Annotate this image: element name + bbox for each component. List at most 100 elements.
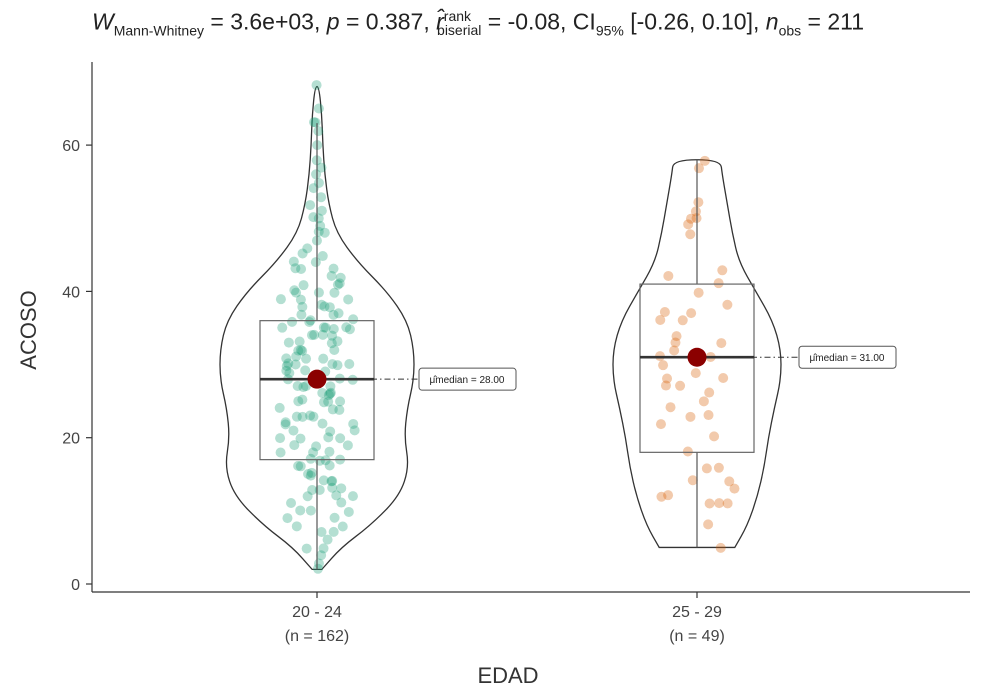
data-point (332, 279, 343, 290)
data-point (305, 505, 316, 516)
data-point (685, 411, 696, 422)
data-point (311, 169, 322, 180)
data-point (331, 490, 342, 501)
title-r-sub: biserial (437, 22, 482, 39)
data-point (683, 219, 694, 230)
data-point (301, 353, 312, 364)
data-point (297, 301, 308, 312)
data-point (297, 345, 308, 356)
data-point (316, 162, 327, 173)
data-point (295, 433, 306, 444)
data-point (329, 512, 340, 523)
median-label: μ̂median = 28.00 (430, 374, 505, 386)
data-point (319, 301, 330, 312)
data-point (671, 331, 682, 342)
data-point (318, 397, 329, 408)
data-point (328, 309, 339, 320)
data-point (305, 470, 316, 481)
data-point (281, 365, 292, 376)
data-point (313, 226, 324, 237)
data-point (286, 497, 297, 508)
y-tick-label: 0 (71, 577, 80, 594)
data-point (305, 410, 316, 421)
title-p-symbol: p (326, 8, 340, 35)
data-point (325, 381, 336, 392)
data-point (337, 521, 348, 532)
data-point (313, 177, 324, 188)
data-point (283, 337, 294, 348)
data-point (313, 213, 324, 224)
data-point (693, 287, 704, 298)
data-point (655, 314, 666, 325)
data-point (704, 387, 715, 398)
data-point (324, 302, 335, 313)
x-axis-label: EDAD (477, 663, 538, 688)
data-point (347, 491, 358, 502)
data-point (329, 344, 340, 355)
data-point (690, 368, 701, 379)
data-point (333, 308, 344, 319)
data-point (320, 322, 331, 333)
data-point (305, 453, 316, 464)
data-point (319, 227, 330, 238)
median-label-box (798, 345, 897, 369)
data-point (327, 482, 338, 493)
data-point (675, 380, 686, 391)
title-ci-sub: 95% (595, 22, 624, 39)
x-tick-n-label: (n = 49) (669, 628, 725, 645)
data-point (655, 419, 666, 430)
data-point (301, 381, 312, 392)
data-point (682, 446, 693, 457)
violin-outline (612, 159, 782, 549)
data-point (295, 294, 306, 305)
data-point (281, 360, 292, 371)
data-point (709, 431, 720, 442)
data-point (300, 365, 311, 376)
data-point (722, 299, 733, 310)
data-point (292, 380, 303, 391)
data-point (308, 447, 319, 458)
data-point (317, 418, 328, 429)
data-point (669, 345, 680, 356)
data-point (699, 155, 710, 166)
data-point (349, 425, 360, 436)
data-point (677, 315, 688, 326)
data-point (318, 353, 329, 364)
iqr-box (639, 283, 755, 453)
data-point (282, 513, 293, 524)
title-r-sup: rank (443, 8, 472, 24)
data-point (343, 506, 354, 517)
data-point (310, 117, 321, 128)
data-point (326, 338, 337, 349)
data-point (280, 419, 291, 430)
data-point (341, 322, 352, 333)
data-point (327, 475, 338, 486)
data-point (718, 372, 729, 383)
data-point (704, 498, 715, 509)
data-point (288, 256, 299, 267)
title-w-value: = 3.6e+03, (203, 8, 327, 35)
data-point (309, 329, 320, 340)
data-point (335, 396, 346, 407)
data-point (344, 324, 355, 335)
data-point (293, 345, 304, 356)
iqr-box (259, 320, 375, 461)
data-point (313, 287, 324, 298)
data-point (275, 294, 286, 305)
data-point (323, 396, 334, 407)
title-w-sub: Mann-Whitney (113, 22, 204, 39)
data-point (275, 433, 286, 444)
data-point (722, 498, 733, 509)
data-point (687, 475, 698, 486)
data-point (302, 491, 313, 502)
data-point (306, 330, 317, 341)
data-point (289, 440, 300, 451)
data-point (327, 404, 338, 415)
y-tick-label: 40 (62, 284, 80, 301)
data-point (329, 287, 340, 298)
data-point (281, 353, 292, 364)
data-point (658, 360, 669, 371)
data-point (325, 387, 336, 398)
data-point (305, 200, 316, 211)
data-point (294, 336, 305, 347)
